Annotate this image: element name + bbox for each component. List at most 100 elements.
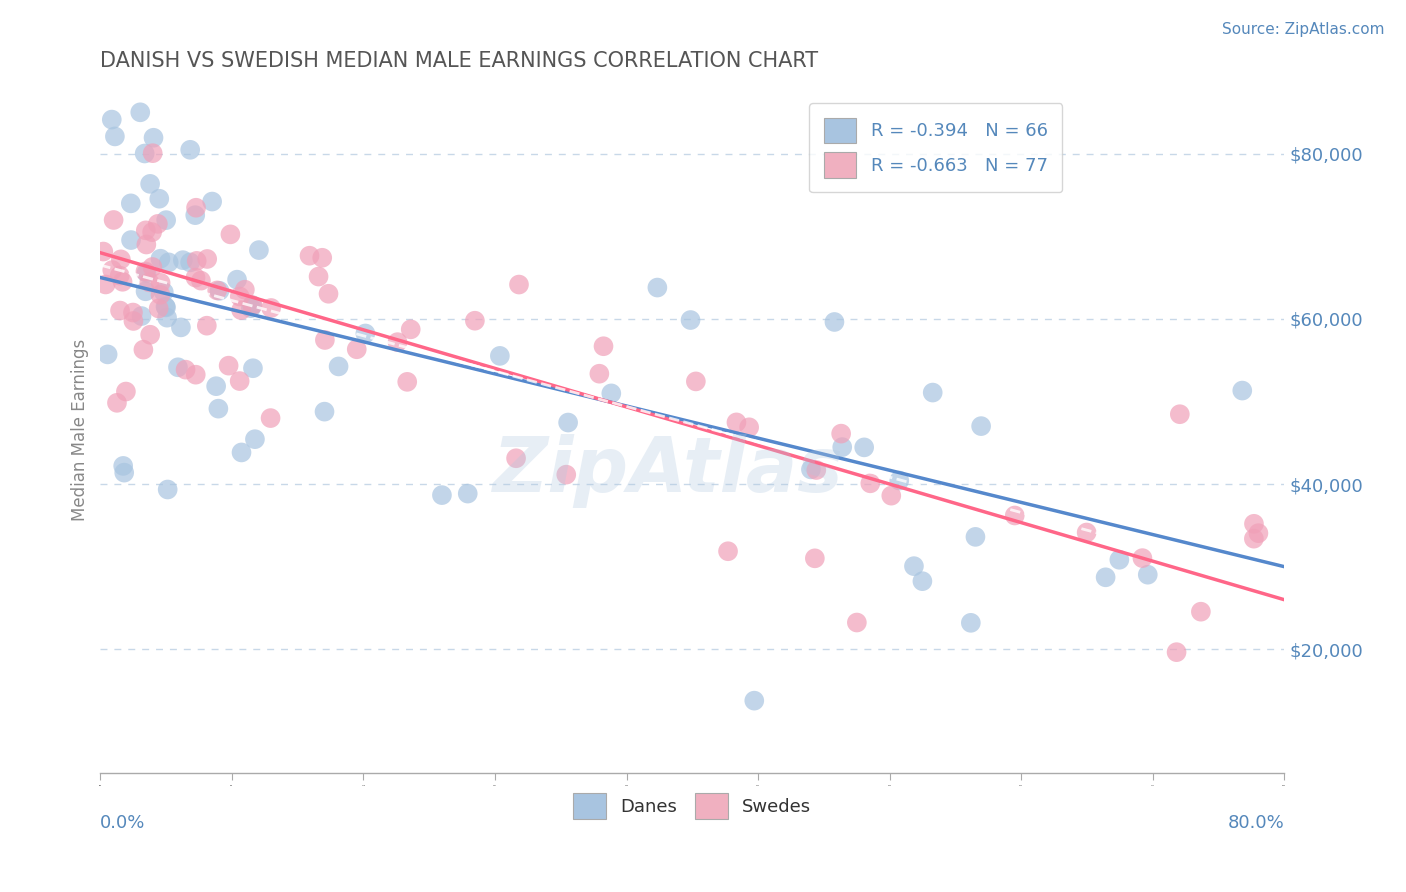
Point xyxy=(134,146,156,161)
Point xyxy=(911,574,934,589)
Point xyxy=(800,462,823,476)
Point xyxy=(1232,384,1254,398)
Point xyxy=(110,252,132,267)
Point xyxy=(142,146,165,161)
Text: ZipAtlas: ZipAtlas xyxy=(494,434,844,508)
Point xyxy=(184,208,207,222)
Point xyxy=(156,483,179,497)
Point xyxy=(859,476,882,491)
Point xyxy=(190,274,212,288)
Point xyxy=(679,313,702,327)
Point xyxy=(1166,645,1188,659)
Point xyxy=(101,112,124,127)
Point xyxy=(135,223,157,237)
Point xyxy=(141,260,163,274)
Point xyxy=(205,284,228,298)
Point xyxy=(1132,551,1154,566)
Point xyxy=(1247,526,1270,541)
Point xyxy=(155,301,177,315)
Point xyxy=(149,287,172,301)
Point xyxy=(588,367,610,381)
Text: 0.0%: 0.0% xyxy=(100,814,146,832)
Point xyxy=(184,270,207,285)
Point xyxy=(184,368,207,382)
Point xyxy=(845,615,868,630)
Point xyxy=(308,269,330,284)
Point xyxy=(218,359,240,373)
Point xyxy=(489,349,512,363)
Point xyxy=(243,432,266,446)
Point xyxy=(346,343,368,357)
Point xyxy=(135,285,157,299)
Point xyxy=(464,314,486,328)
Point xyxy=(174,362,197,376)
Point xyxy=(717,544,740,558)
Point xyxy=(112,458,135,473)
Point xyxy=(399,322,422,336)
Point xyxy=(142,130,165,145)
Point xyxy=(738,420,761,434)
Point xyxy=(111,275,134,289)
Point xyxy=(231,303,253,318)
Point xyxy=(135,237,157,252)
Point xyxy=(831,440,853,454)
Point xyxy=(889,474,911,488)
Point xyxy=(139,327,162,342)
Point xyxy=(179,143,201,157)
Point xyxy=(139,177,162,191)
Point xyxy=(311,251,333,265)
Point xyxy=(685,375,707,389)
Point xyxy=(387,335,409,350)
Point xyxy=(146,217,169,231)
Point xyxy=(1108,553,1130,567)
Point xyxy=(314,404,336,418)
Point xyxy=(108,303,131,318)
Point xyxy=(903,559,925,574)
Point xyxy=(97,347,120,361)
Point xyxy=(148,192,170,206)
Point xyxy=(103,213,125,227)
Point xyxy=(965,530,987,544)
Point xyxy=(1243,516,1265,531)
Point xyxy=(247,243,270,257)
Point xyxy=(207,401,229,416)
Point xyxy=(853,441,876,455)
Text: DANISH VS SWEDISH MEDIAN MALE EARNINGS CORRELATION CHART: DANISH VS SWEDISH MEDIAN MALE EARNINGS C… xyxy=(100,51,818,70)
Point xyxy=(430,488,453,502)
Point xyxy=(184,201,207,215)
Point xyxy=(725,416,748,430)
Point xyxy=(208,284,231,298)
Point xyxy=(647,280,669,294)
Text: Source: ZipAtlas.com: Source: ZipAtlas.com xyxy=(1222,22,1385,37)
Point xyxy=(195,252,218,266)
Point xyxy=(149,276,172,290)
Point xyxy=(108,268,131,283)
Point xyxy=(112,466,135,480)
Point xyxy=(555,467,578,482)
Point xyxy=(94,277,117,292)
Point xyxy=(186,253,208,268)
Point xyxy=(1168,407,1191,421)
Point xyxy=(354,326,377,341)
Point xyxy=(1094,570,1116,584)
Point xyxy=(155,300,177,314)
Point xyxy=(229,289,252,303)
Point xyxy=(328,359,350,374)
Point xyxy=(132,343,155,357)
Point xyxy=(298,249,321,263)
Point xyxy=(167,360,190,375)
Point xyxy=(149,252,172,266)
Point xyxy=(219,227,242,242)
Point xyxy=(242,298,264,312)
Point xyxy=(508,277,530,292)
Point xyxy=(260,301,283,315)
Point xyxy=(141,225,163,239)
Point xyxy=(120,196,142,211)
Point xyxy=(242,361,264,376)
Point xyxy=(179,255,201,269)
Point xyxy=(921,385,943,400)
Point xyxy=(172,253,194,268)
Point xyxy=(970,419,993,434)
Point xyxy=(259,411,281,425)
Point xyxy=(231,445,253,459)
